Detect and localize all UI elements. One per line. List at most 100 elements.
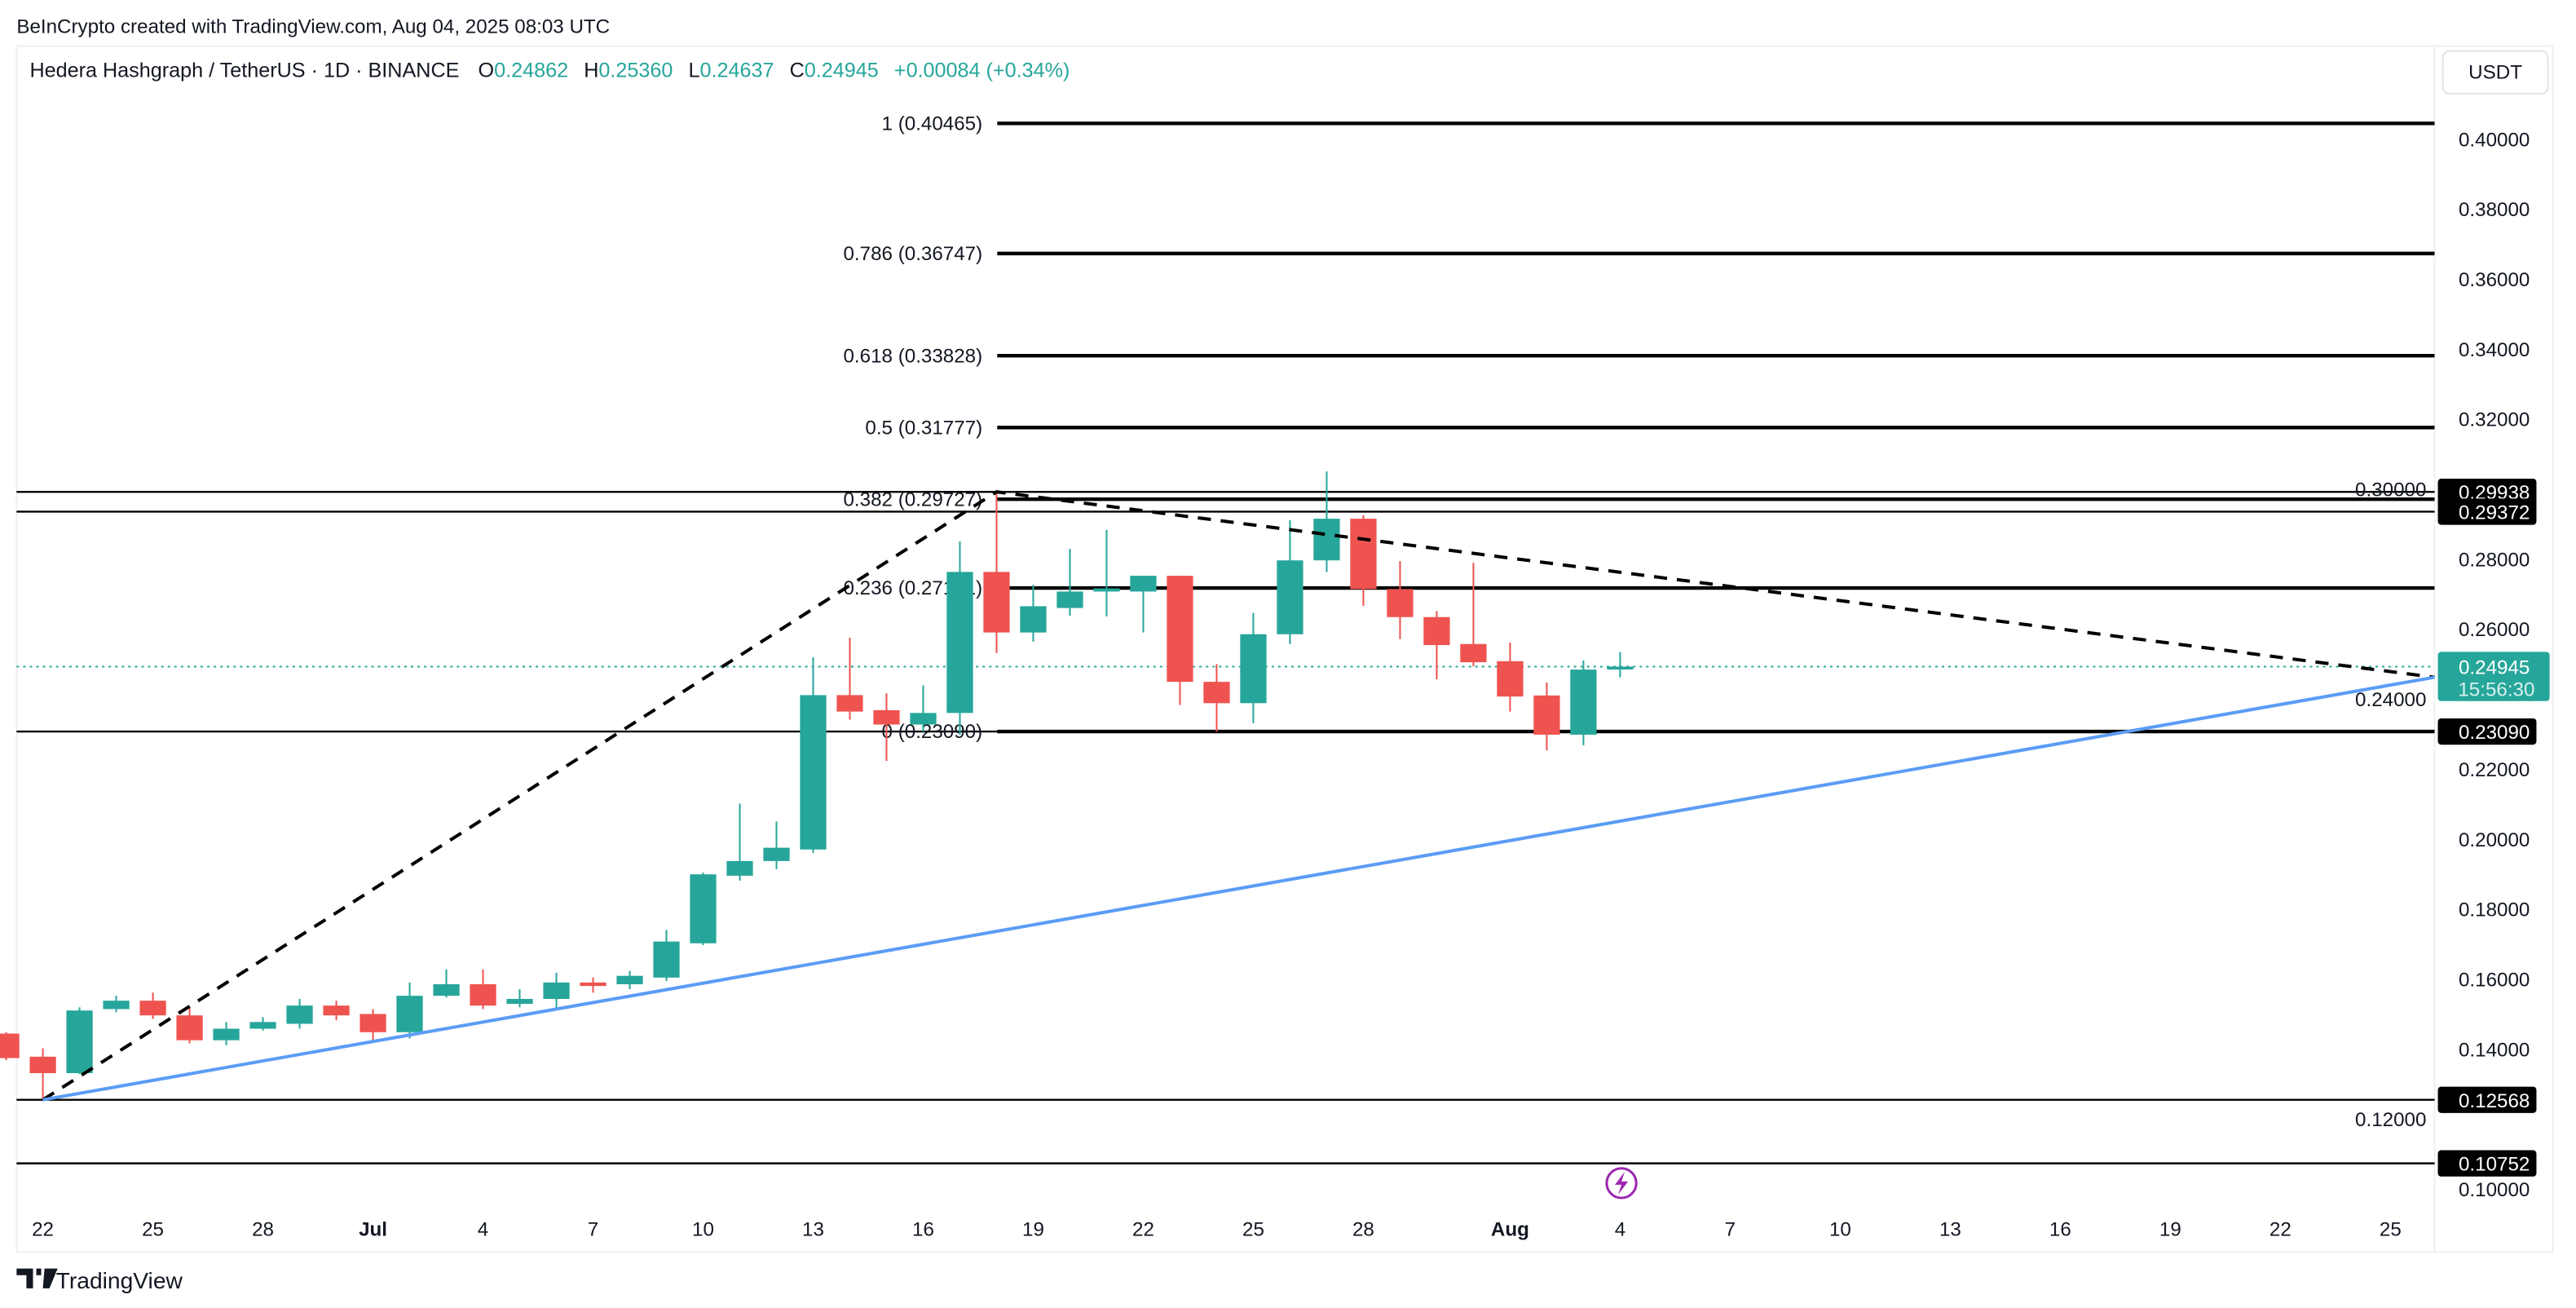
price-level-badge	[2437, 1086, 2537, 1113]
tradingview-wordmark: TradingView	[56, 1267, 183, 1293]
time-tick-label: Jul	[359, 1218, 387, 1240]
candle-up	[1313, 519, 1340, 561]
symbol-title[interactable]: Hedera Hashgraph / TetherUS · 1D · BINAN…	[29, 60, 459, 82]
candles	[0, 471, 1634, 1100]
alert-lightning-icon[interactable]	[1605, 1167, 1638, 1200]
price-tick-label: 0.38000	[2459, 199, 2530, 221]
price-level-badge	[2437, 1150, 2537, 1177]
open-label: O	[479, 60, 495, 82]
candle-down	[1203, 682, 1230, 704]
last-price-text: 0.24945	[2459, 657, 2530, 679]
price-level-badge-text: 0.29372	[2459, 502, 2530, 524]
candle-up	[1056, 591, 1083, 608]
high-label: H	[584, 60, 598, 82]
candle-down	[836, 695, 863, 712]
time-tick-label: 22	[2269, 1218, 2291, 1240]
candle-down	[139, 1001, 166, 1016]
fib-level-label: 0.618 (0.33828)	[844, 345, 983, 367]
time-tick-label: 19	[2159, 1218, 2181, 1240]
time-tick-label: 10	[1829, 1218, 1851, 1240]
price-tick-label: 0.18000	[2459, 899, 2530, 921]
bar-countdown-text: 15:56:30	[2458, 679, 2534, 701]
fib-retracement[interactable]: 1 (0.40465) 0.786 (0.36747) 0.618 (0.33828…	[844, 113, 2435, 743]
fib-level-label: 1 (0.40465)	[882, 113, 983, 135]
price-tick-label: 0.40000	[2459, 129, 2530, 151]
time-tick-label: 7	[1725, 1218, 1736, 1240]
price-tick-label: 0.14000	[2459, 1039, 2530, 1061]
candle-up	[616, 975, 643, 984]
price-axis[interactable]: 0.40000 0.38000 0.36000 0.34000 0.32000 0.300…	[2355, 129, 2530, 1201]
time-tick-label: 28	[252, 1218, 274, 1240]
candle-up	[1093, 588, 1120, 592]
price-tick-label: 0.28000	[2459, 549, 2530, 571]
tradingview-logo: TradingView	[16, 1267, 183, 1293]
candle-up	[286, 1005, 313, 1024]
candle-up	[690, 874, 717, 943]
time-tick-label: Aug	[1491, 1218, 1529, 1240]
tradingview-logo-icon	[16, 1268, 58, 1288]
time-tick-label: 13	[802, 1218, 824, 1240]
candle-down	[983, 572, 1010, 633]
price-tick-label: 0.32000	[2459, 409, 2530, 431]
open-value: 0.24862	[494, 60, 568, 82]
price-level-badge-text: 0.23090	[2459, 722, 2530, 744]
chart-pane	[15, 45, 2554, 1253]
time-tick-label: 22	[32, 1218, 54, 1240]
candle-down	[1533, 695, 1560, 735]
fib-level-label: 0.5 (0.31777)	[865, 417, 982, 439]
candle-down	[1497, 661, 1524, 697]
fib-level-label: 0 (0.23090)	[882, 721, 983, 743]
price-level-badge-text: 0.12568	[2459, 1090, 2530, 1112]
candle-up	[726, 860, 753, 876]
ohlc-legend: Hedera Hashgraph / TetherUS · 1D · BINAN…	[29, 60, 1070, 82]
candle-down	[29, 1056, 56, 1073]
candle-down	[176, 1015, 203, 1041]
low-label: L	[689, 60, 700, 82]
candle-up	[249, 1022, 276, 1029]
price-tick-label: 0.20000	[2459, 829, 2530, 851]
time-tick-label: 28	[1352, 1218, 1374, 1240]
time-tick-label: 4	[1615, 1218, 1625, 1240]
time-tick-label: 16	[2049, 1218, 2071, 1240]
candle-down	[1167, 576, 1193, 683]
price-tick-label: 0.24000	[2355, 689, 2426, 711]
time-tick-label: 22	[1132, 1218, 1154, 1240]
candle-up	[1130, 576, 1157, 592]
candle-up	[1607, 666, 1634, 670]
candle-up	[800, 695, 827, 850]
candle-up	[433, 983, 460, 996]
price-level-badge	[2437, 479, 2537, 506]
ascending-trendline[interactable]	[42, 675, 2435, 1102]
high-value: 0.25360	[598, 60, 673, 82]
time-tick-label: 25	[1242, 1218, 1264, 1240]
candle-down	[1350, 519, 1377, 590]
trend-drawings[interactable]	[42, 490, 2435, 1102]
candle-up	[910, 713, 937, 725]
last-price-badge	[2437, 652, 2550, 701]
time-axis[interactable]: 22 25 28 Jul 4 7 10 13 16 19 22 25 28 Aug 4 7 10 13 16 19 22…	[32, 1218, 2402, 1240]
candle-down	[1387, 589, 1414, 617]
time-tick-label: 25	[142, 1218, 164, 1240]
price-tick-label: 0.34000	[2459, 339, 2530, 361]
time-tick-label: 19	[1022, 1218, 1044, 1240]
dashed-trend-line[interactable]	[42, 490, 2435, 1102]
price-level-badge	[2437, 718, 2537, 745]
candle-up	[946, 572, 973, 714]
change-value: +0.00084 (+0.34%)	[894, 60, 1070, 82]
price-axis-labels: 0.299380.293720.230900.125680.107520.249…	[2437, 479, 2550, 1177]
time-tick-label: 7	[588, 1218, 598, 1240]
price-tick-label: 0.12000	[2355, 1109, 2426, 1131]
price-tick-label: 0.10000	[2459, 1179, 2530, 1201]
time-tick-label: 16	[912, 1218, 934, 1240]
candle-up	[1277, 560, 1303, 634]
candle-down	[359, 1014, 386, 1032]
close-value: 0.24945	[805, 60, 879, 82]
candle-down	[0, 1033, 20, 1058]
candle-up	[396, 996, 423, 1032]
time-tick-label: 25	[2380, 1218, 2402, 1240]
candle-down	[873, 709, 900, 725]
currency-button[interactable]: USDT	[2441, 50, 2549, 95]
price-level-badge	[2437, 498, 2537, 525]
candle-down	[580, 982, 607, 987]
